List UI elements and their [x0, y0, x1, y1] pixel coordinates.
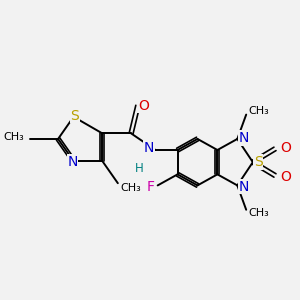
Text: H: H: [134, 162, 143, 175]
Text: S: S: [70, 109, 79, 123]
Text: O: O: [280, 169, 291, 184]
Text: F: F: [146, 179, 154, 194]
Text: N: N: [144, 141, 154, 155]
Text: S: S: [254, 155, 263, 169]
Text: CH₃: CH₃: [248, 106, 269, 116]
Text: N: N: [238, 131, 249, 145]
Text: O: O: [280, 141, 291, 155]
Text: CH₃: CH₃: [3, 132, 24, 142]
Text: O: O: [138, 99, 149, 113]
Text: CH₃: CH₃: [248, 208, 269, 218]
Text: CH₃: CH₃: [120, 183, 141, 193]
Text: N: N: [238, 179, 249, 194]
Text: N: N: [67, 155, 78, 169]
